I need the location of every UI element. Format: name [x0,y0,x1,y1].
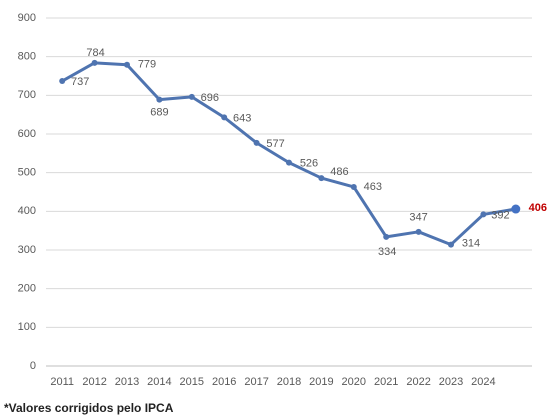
x-tick-label: 2023 [439,376,463,388]
data-point [91,59,98,66]
data-point [156,96,163,103]
y-tick-label: 900 [18,12,36,24]
x-tick-label: 2017 [244,376,268,388]
footnote: *Valores corrigidos pelo IPCA [4,401,174,415]
x-tick-label: 2019 [309,376,333,388]
y-tick-label: 300 [18,244,36,256]
data-point [350,183,357,190]
x-tick-label: 2022 [406,376,430,388]
data-label: 526 [300,158,318,170]
data-point [253,139,260,146]
y-tick-label: 400 [18,205,36,217]
data-label: 577 [266,138,284,150]
data-point [124,61,130,68]
y-tick-label: 0 [30,360,36,372]
x-tick-label: 2014 [147,376,171,388]
data-point [383,233,390,240]
data-point [59,78,66,85]
data-label: 689 [150,106,168,118]
y-tick-label: 500 [18,167,36,179]
data-label: 392 [491,209,509,221]
x-tick-label: 2016 [212,376,236,388]
data-label: 347 [409,212,427,224]
data-label: 643 [233,112,251,124]
data-point [448,241,454,248]
x-tick-label: 2021 [374,376,398,388]
data-point [221,114,228,121]
y-tick-label: 800 [18,51,36,63]
y-tick-label: 600 [18,128,36,140]
data-point [415,228,422,235]
data-point [188,93,195,100]
data-point [511,204,521,214]
data-point [480,211,487,218]
data-label: 314 [462,237,480,249]
data-label: 779 [138,59,156,71]
data-point [318,175,325,182]
x-tick-label: 2012 [82,376,106,388]
data-label: 696 [201,92,219,104]
data-label: 334 [378,246,396,258]
x-tick-label: 2018 [277,376,301,388]
data-line [61,61,517,247]
x-tick-label: 2015 [180,376,204,388]
y-tick-label: 700 [18,89,36,101]
y-tick-label: 200 [18,283,36,295]
data-label: 737 [71,76,89,88]
data-point [286,159,292,166]
y-tick-label: 100 [18,321,36,333]
x-tick-label: 2024 [471,376,495,388]
data-label: 784 [86,47,104,59]
data-label: 406 [529,202,547,214]
x-tick-label: 2011 [50,376,74,388]
x-tick-label: 2013 [115,376,139,388]
x-tick-label: 2020 [342,376,366,388]
data-label: 486 [330,166,348,178]
data-label: 463 [364,181,382,193]
